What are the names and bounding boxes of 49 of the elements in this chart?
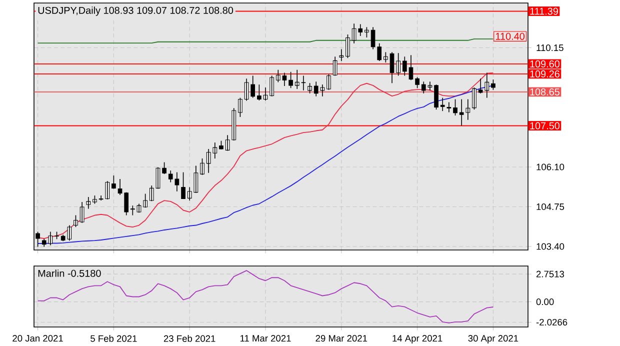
candlestick <box>270 75 274 97</box>
candlestick <box>149 185 154 202</box>
candlestick <box>346 34 350 58</box>
y-tick-label: 110.15 <box>536 44 564 52</box>
x-tick-label: 20 Jan 2021 <box>12 335 63 342</box>
candlestick <box>453 98 458 116</box>
candlestick <box>491 79 496 90</box>
y-tick-label: 104.75 <box>536 203 564 210</box>
chart-title: USDJPY,Daily 108.93 109.07 108.72 108.80 <box>38 6 234 16</box>
candlestick <box>112 175 116 190</box>
ref-line-label: 109.26 <box>530 70 560 78</box>
candlestick <box>288 71 293 88</box>
candlestick <box>257 84 262 101</box>
candlestick <box>402 56 407 76</box>
candlestick <box>308 82 312 94</box>
y-tick-label: 2.7513 <box>536 270 564 278</box>
ref-line-label: 111.39 <box>530 8 558 15</box>
candlestick <box>415 76 420 88</box>
x-tick-label: 29 Mar 2021 <box>316 335 368 342</box>
candlestick <box>364 26 369 38</box>
candlestick <box>181 172 186 200</box>
x-tick-label: 5 Feb 2021 <box>90 335 137 342</box>
x-tick-label: 11 Mar 2021 <box>240 335 291 342</box>
y-tick-label: 0.00 <box>536 298 554 306</box>
x-tick-label: 30 Apr 2021 <box>468 335 518 344</box>
candlestick <box>472 87 476 110</box>
annotation: 110.40 <box>496 32 525 40</box>
candlestick <box>162 162 166 174</box>
y-tick-label: 103.40 <box>536 243 564 250</box>
y-tick-label: 106.10 <box>536 164 564 170</box>
candlestick <box>326 74 331 90</box>
candlestick <box>396 52 400 76</box>
candlestick <box>434 84 438 110</box>
candlestick <box>74 214 78 228</box>
line-series <box>37 270 494 324</box>
ref-line-label: 109.60 <box>530 60 560 68</box>
ref-line-label: 108.65 <box>530 88 560 96</box>
candlestick <box>238 97 242 118</box>
candlestick <box>446 102 452 113</box>
candlestick <box>143 193 148 208</box>
x-tick-label: 23 Feb 2021 <box>164 335 216 342</box>
candlestick <box>276 69 280 83</box>
chart-title: Marlin -0.5180 <box>38 270 101 277</box>
candlestick <box>124 192 129 216</box>
x-tick-label: 14 Apr 2021 <box>392 335 442 344</box>
y-tick-label: -2.0266 <box>536 318 568 326</box>
candlestick <box>384 52 388 63</box>
ref-line-label: 107.50 <box>530 122 560 130</box>
candlestick <box>200 158 204 176</box>
